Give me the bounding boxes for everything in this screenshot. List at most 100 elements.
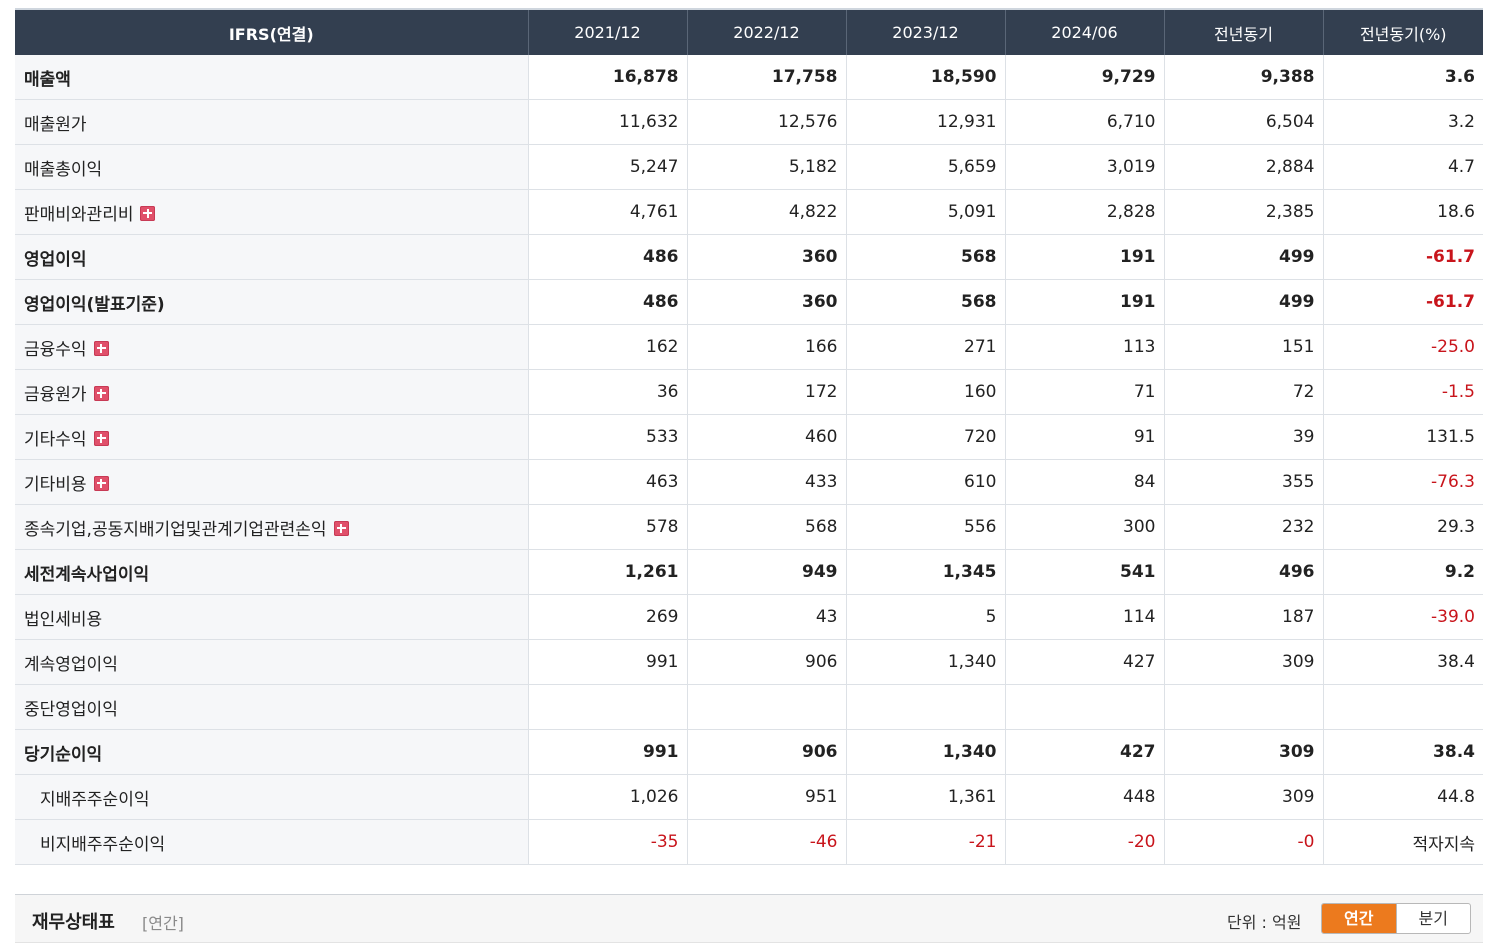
row-label-cell: 중단영업이익	[15, 684, 528, 730]
value-cell: -76.3	[1322, 459, 1483, 505]
table-row: 매출총이익 5,247 5,182 5,659 3,019 2,884 4.7	[15, 144, 1483, 190]
value-cell: 5,247	[527, 144, 687, 190]
value-cell: 427	[1004, 639, 1164, 685]
value-cell: 568	[845, 279, 1005, 325]
row-label: 당기순이익	[24, 744, 103, 765]
row-label: 매출액	[24, 69, 71, 90]
row-label-cell: 법인세비용	[15, 594, 528, 640]
expand-plus-icon[interactable]	[333, 520, 349, 536]
expand-plus-icon[interactable]	[93, 385, 109, 401]
value-cell: 3,019	[1004, 144, 1164, 190]
value-cell	[1163, 684, 1323, 730]
value-cell: 151	[1163, 324, 1323, 370]
value-cell: 2,884	[1163, 144, 1323, 190]
header-2021-12: 2021/12	[527, 10, 687, 55]
value-cell: 71	[1004, 369, 1164, 415]
section-title: 재무상태표	[32, 912, 115, 933]
row-label-cell: 금융원가	[15, 369, 528, 415]
row-label: 계속영업이익	[24, 654, 118, 675]
value-cell: 160	[845, 369, 1005, 415]
value-cell: -61.7	[1322, 279, 1483, 325]
unit-label: 단위 : 억원	[1227, 913, 1302, 932]
expand-plus-icon[interactable]	[140, 205, 156, 221]
table-row: 계속영업이익 991 906 1,340 427 309 38.4	[15, 639, 1483, 685]
value-cell: 463	[527, 459, 687, 505]
row-label-cell: 비지배주주순이익	[15, 819, 528, 865]
row-label: 법인세비용	[24, 609, 103, 630]
value-cell: 906	[686, 729, 846, 775]
table-row: 기타비용 463 433 610 84 355 -76.3	[15, 459, 1483, 505]
header-ifrs: IFRS(연결)	[15, 10, 528, 55]
value-cell: 1,340	[845, 639, 1005, 685]
row-label-cell: 영업이익(발표기준)	[15, 279, 528, 325]
value-cell: 300	[1004, 504, 1164, 550]
value-cell: 5,182	[686, 144, 846, 190]
income-statement-table: IFRS(연결) 2021/12 2022/12 2023/12 2024/06…	[15, 10, 1483, 865]
value-cell: 486	[527, 279, 687, 325]
value-cell: 556	[845, 504, 1005, 550]
value-cell	[527, 684, 687, 730]
value-cell: 114	[1004, 594, 1164, 640]
value-cell: 9,729	[1004, 55, 1164, 100]
value-cell: 541	[1004, 549, 1164, 595]
row-label: 종속기업,공동지배기업및관계기업관련손익	[24, 519, 327, 540]
table-row: 금융수익 162 166 271 113 151 -25.0	[15, 324, 1483, 370]
value-cell: 949	[686, 549, 846, 595]
value-cell: 4,822	[686, 189, 846, 235]
value-cell: 309	[1163, 639, 1323, 685]
value-cell: 3.2	[1322, 99, 1483, 145]
value-cell: 568	[686, 504, 846, 550]
value-cell: 568	[845, 234, 1005, 280]
value-cell: -25.0	[1322, 324, 1483, 370]
value-cell: 29.3	[1322, 504, 1483, 550]
table-row: 금융원가 36 172 160 71 72 -1.5	[15, 369, 1483, 415]
row-label-cell: 판매비와관리비	[15, 189, 528, 235]
row-label: 매출총이익	[24, 159, 103, 180]
value-cell: 3.6	[1322, 55, 1483, 100]
value-cell: 1,340	[845, 729, 1005, 775]
expand-plus-icon[interactable]	[93, 340, 109, 356]
value-cell	[845, 684, 1005, 730]
row-label-cell: 세전계속사업이익	[15, 549, 528, 595]
row-label: 금융원가	[24, 384, 87, 405]
value-cell: 448	[1004, 774, 1164, 820]
row-label: 중단영업이익	[24, 699, 118, 720]
value-cell: 39	[1163, 414, 1323, 460]
value-cell: 113	[1004, 324, 1164, 370]
row-label-cell: 당기순이익	[15, 729, 528, 775]
value-cell: 91	[1004, 414, 1164, 460]
value-cell: 5,659	[845, 144, 1005, 190]
header-yoy-percent: 전년동기(%)	[1322, 10, 1483, 55]
value-cell: 486	[527, 234, 687, 280]
row-label-cell: 기타비용	[15, 459, 528, 505]
quarterly-toggle-button[interactable]: 분기	[1395, 904, 1471, 933]
value-cell: 460	[686, 414, 846, 460]
value-cell: -0	[1163, 819, 1323, 865]
row-label-cell: 종속기업,공동지배기업및관계기업관련손익	[15, 504, 528, 550]
value-cell: -39.0	[1322, 594, 1483, 640]
value-cell: 991	[527, 639, 687, 685]
expand-plus-icon[interactable]	[93, 475, 109, 491]
value-cell: 72	[1163, 369, 1323, 415]
value-cell: 271	[845, 324, 1005, 370]
row-label-cell: 영업이익	[15, 234, 528, 280]
value-cell: 496	[1163, 549, 1323, 595]
row-label: 기타수익	[24, 429, 87, 450]
value-cell: 610	[845, 459, 1005, 505]
value-cell: 191	[1004, 234, 1164, 280]
value-cell: -20	[1004, 819, 1164, 865]
value-cell: 43	[686, 594, 846, 640]
value-cell: 991	[527, 729, 687, 775]
value-cell: 2,828	[1004, 189, 1164, 235]
value-cell: 232	[1163, 504, 1323, 550]
expand-plus-icon[interactable]	[93, 430, 109, 446]
row-label: 기타비용	[24, 474, 87, 495]
header-yoy: 전년동기	[1163, 10, 1323, 55]
section-subtitle: [연간]	[142, 914, 184, 933]
value-cell: 1,345	[845, 549, 1005, 595]
value-cell: 9.2	[1322, 549, 1483, 595]
annual-toggle-button[interactable]: 연간	[1322, 904, 1396, 933]
table-row: 지배주주순이익 1,026 951 1,361 448 309 44.8	[15, 774, 1483, 820]
table-row: 영업이익 486 360 568 191 499 -61.7	[15, 234, 1483, 280]
value-cell: 4,761	[527, 189, 687, 235]
